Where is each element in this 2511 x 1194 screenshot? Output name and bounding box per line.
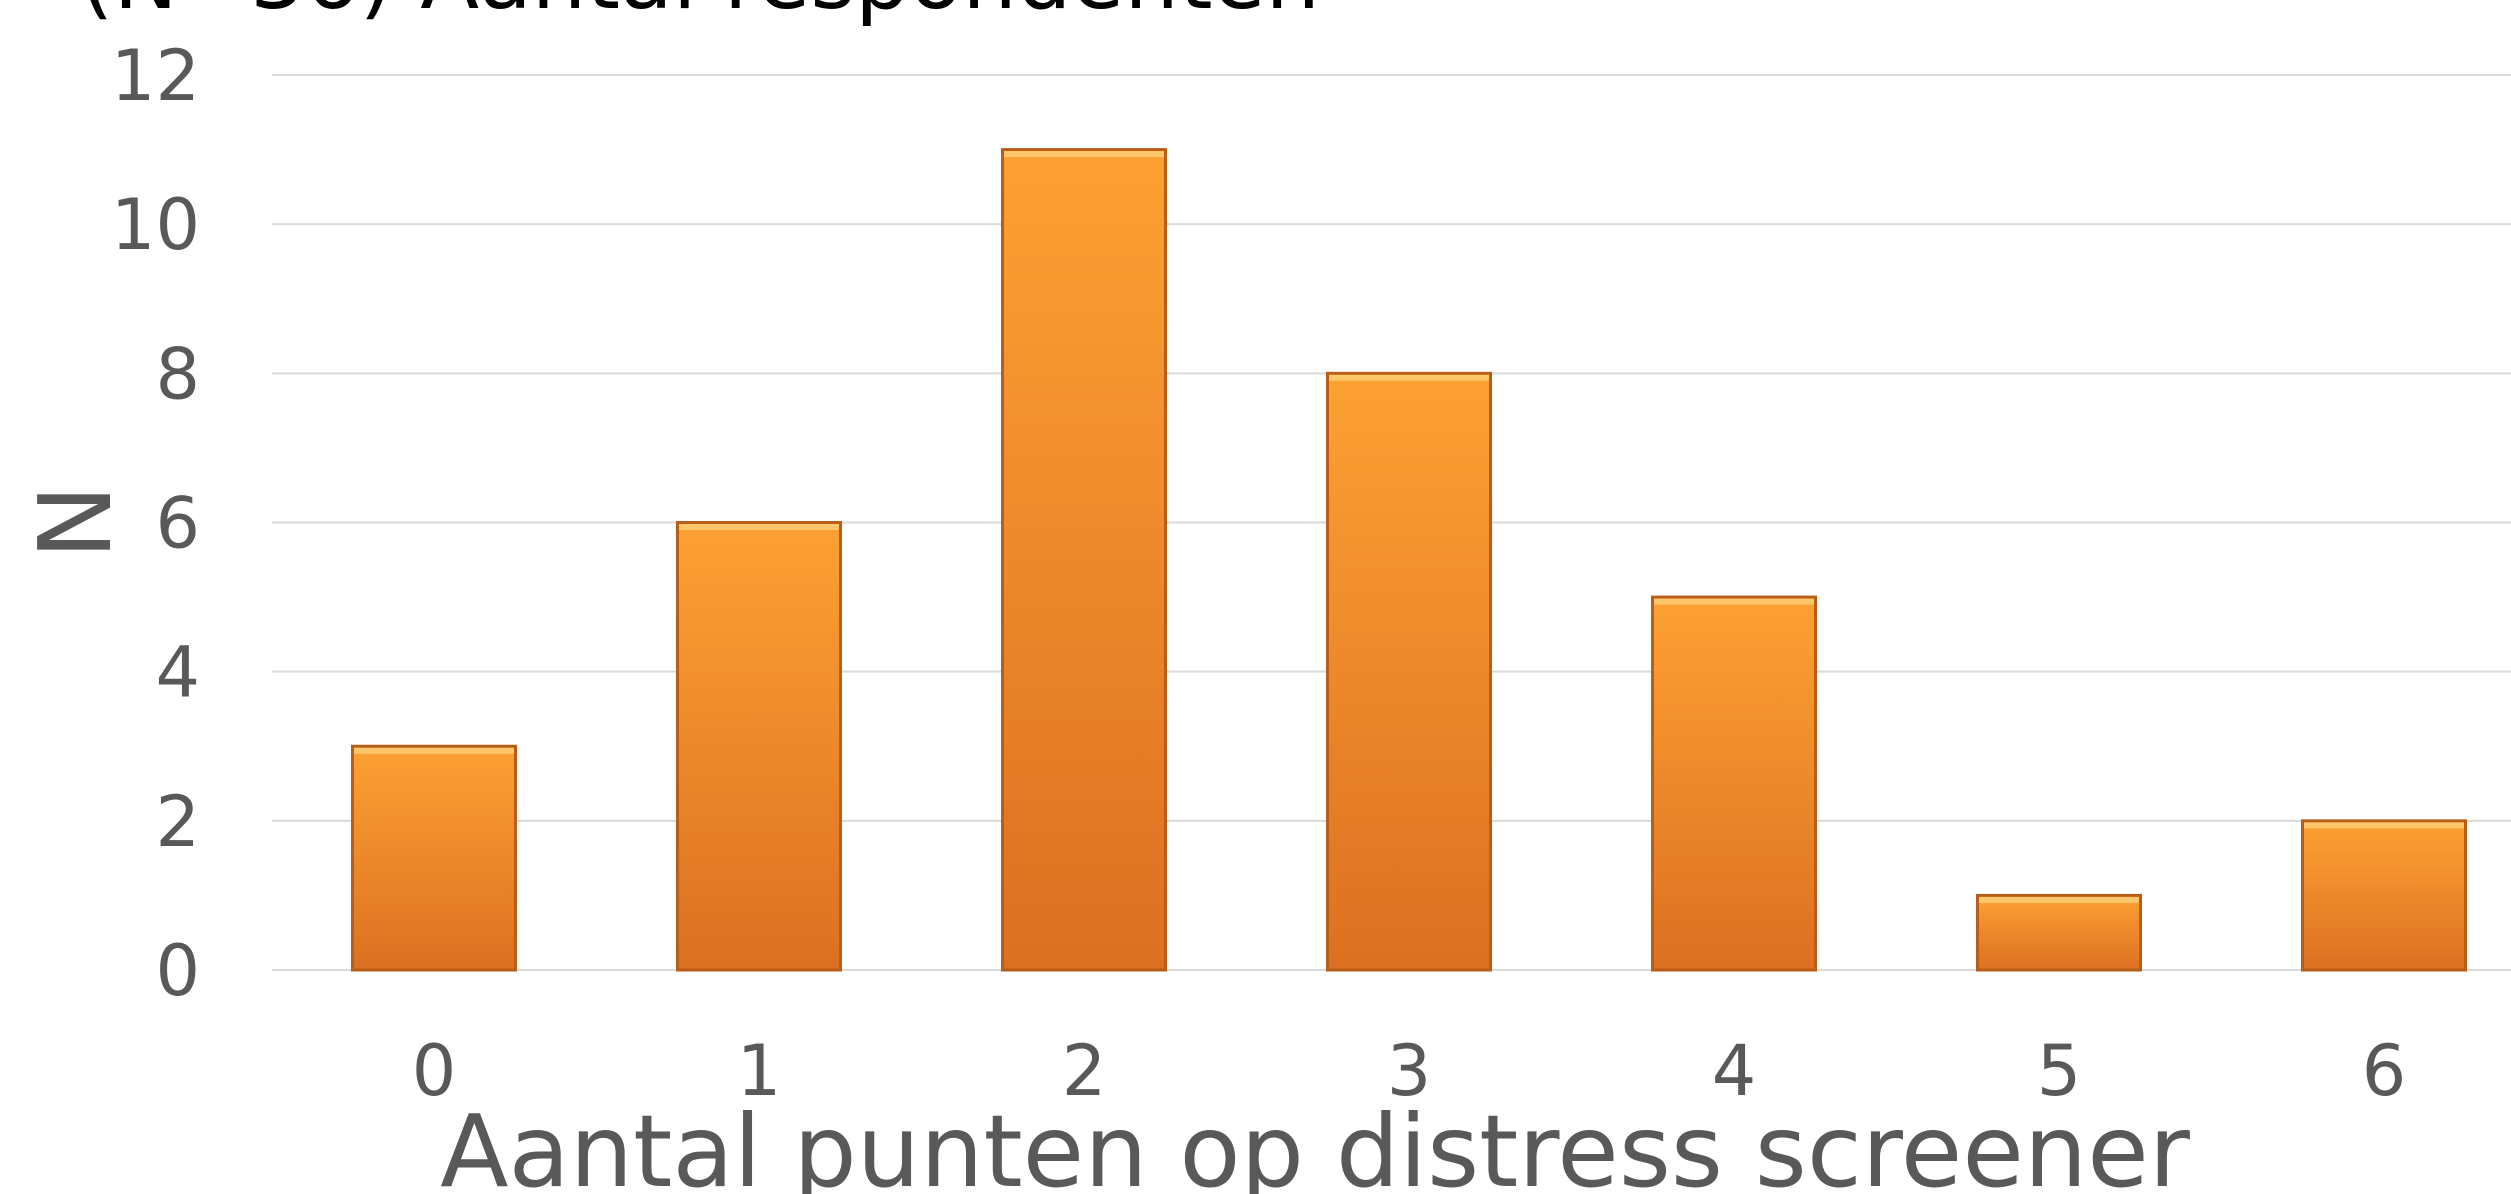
bar — [2301, 819, 2467, 972]
bar — [351, 744, 517, 972]
x-tick-label: 5 — [2037, 1030, 2082, 1112]
y-tick-label: 8 — [155, 333, 200, 415]
bar-highlight — [679, 524, 839, 530]
bar — [1326, 371, 1492, 972]
y-axis-label: N — [17, 485, 134, 560]
chart-title: (N=36) Aantal respondenten — [80, 0, 1320, 29]
y-tick-label: 4 — [155, 632, 200, 714]
bar-highlight — [1004, 151, 1164, 158]
y-tick-label: 2 — [155, 781, 200, 863]
y-axis-ticks: 0 2 4 6 8 10 12 — [111, 35, 200, 1012]
bars — [351, 148, 2467, 972]
bar-highlight — [354, 747, 514, 754]
bar — [1976, 893, 2142, 972]
bar — [1651, 595, 1817, 972]
y-tick-label: 10 — [111, 184, 200, 266]
bar-highlight — [1654, 598, 1814, 605]
bar — [1001, 148, 1167, 972]
y-tick-label: 12 — [111, 35, 200, 117]
x-tick-label: 1 — [737, 1030, 782, 1112]
bar-highlight — [1329, 374, 1489, 381]
x-tick-label: 6 — [2362, 1030, 2407, 1112]
x-axis-label: Aantal punten op distress screener — [440, 1093, 2191, 1194]
bar-highlight — [1979, 896, 2139, 903]
x-tick-label: 2 — [1062, 1030, 1107, 1112]
y-tick-label: 6 — [155, 483, 200, 565]
x-tick-label: 3 — [1387, 1030, 1432, 1112]
x-axis-ticks: 0 1 2 3 4 5 6 — [412, 1030, 2407, 1112]
bar — [676, 521, 842, 972]
bar-highlight — [2304, 822, 2464, 829]
x-tick-label: 0 — [412, 1030, 457, 1112]
y-tick-label: 0 — [155, 930, 200, 1012]
x-tick-label: 4 — [1712, 1030, 1757, 1112]
